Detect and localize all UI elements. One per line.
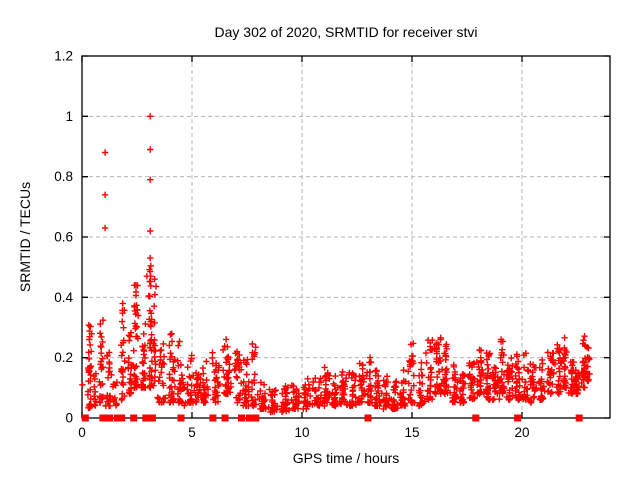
x-axis-label: GPS time / hours [292, 450, 400, 466]
zero-value-markers [81, 414, 583, 422]
scatter-points [79, 113, 593, 416]
x-tick-label: 0 [78, 425, 86, 440]
x-tick-label: 15 [404, 425, 419, 440]
x-tick-label: 5 [188, 425, 196, 440]
y-tick-label: 1.2 [54, 49, 73, 64]
chart-title: Day 302 of 2020, SRMTID for receiver stv… [214, 24, 478, 40]
y-tick-label: 0.8 [54, 169, 73, 184]
grid-lines [82, 56, 610, 418]
y-tick-label: 0.2 [54, 350, 73, 365]
x-tick-label: 20 [514, 425, 529, 440]
y-tick-label: 1 [65, 109, 73, 124]
y-tick-label: 0.6 [54, 230, 73, 245]
x-tick-label: 10 [294, 425, 309, 440]
y-tick-label: 0 [65, 411, 73, 426]
y-tick-label: 0.4 [54, 290, 73, 305]
